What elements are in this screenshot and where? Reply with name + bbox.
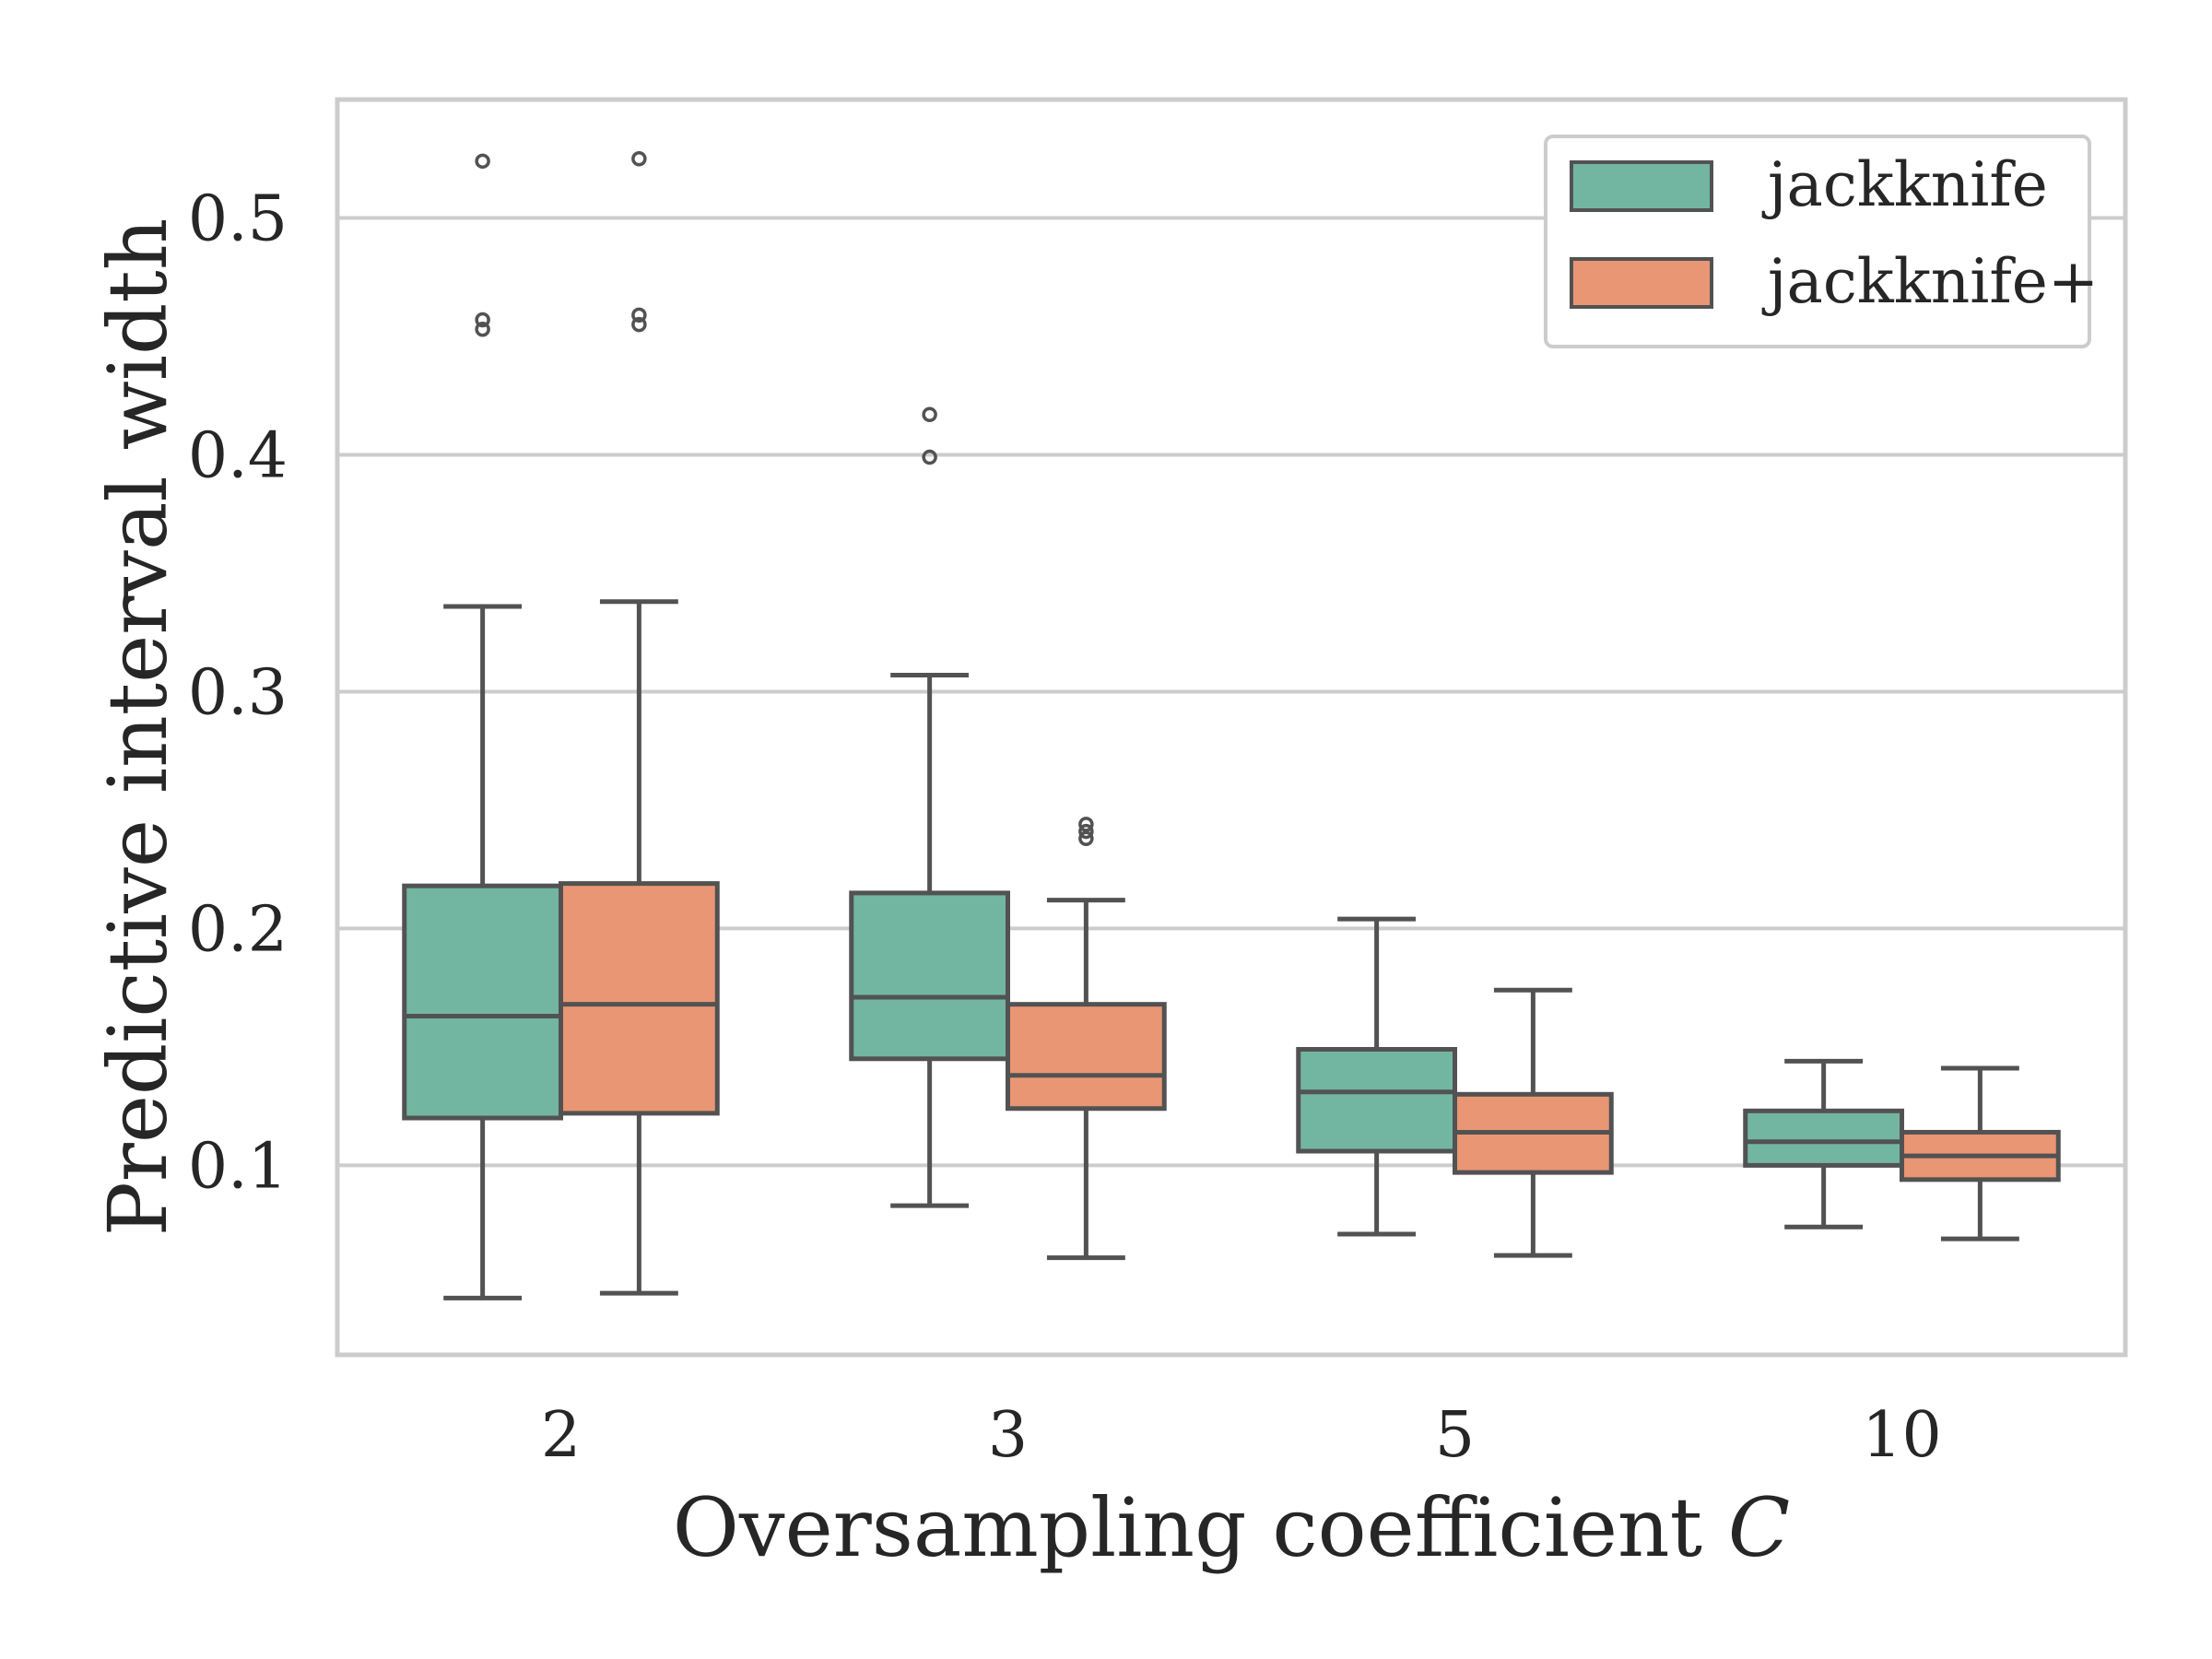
box-jackknife-3 <box>849 406 1010 1208</box>
x-tick-label-5: 5 <box>1435 1399 1475 1472</box>
box-iqr <box>559 881 720 1116</box>
y-tick-label-0.4: 0.4 <box>188 419 288 492</box>
legend-label-jackknife-plus: jackknife+ <box>1761 246 2099 317</box>
legend-swatch-jackknife-plus <box>1570 257 1713 309</box>
x-tick-label-3: 3 <box>988 1399 1028 1472</box>
x-tick-labels: 2 3 5 10 <box>541 1399 1942 1472</box>
box-jackknife-plus-2 <box>559 150 720 1296</box>
outlier-point-1 <box>475 312 490 328</box>
x-tick-label-10: 10 <box>1862 1399 1942 1472</box>
box-jackknife-10 <box>1743 1058 1904 1230</box>
box-jackknife-2 <box>402 153 563 1300</box>
legend-label-jackknife: jackknife <box>1761 149 2048 220</box>
box-jackknife-plus-10 <box>1900 1065 2061 1241</box>
outlier-point-2 <box>631 150 647 167</box>
outlier-point-0 <box>1078 830 1094 847</box>
outlier-point-1 <box>1078 823 1094 840</box>
box-iqr <box>1296 1046 1457 1154</box>
x-tick-label-2: 2 <box>541 1399 581 1472</box>
outlier-point-1 <box>922 406 937 423</box>
box-iqr <box>849 890 1010 1062</box>
plot-frame <box>335 97 2128 1358</box>
box-jackknife-5 <box>1296 916 1457 1237</box>
box-jackknife-plus-5 <box>1453 987 1614 1258</box>
y-tick-label-0.3: 0.3 <box>188 656 288 729</box>
outlier-point-0 <box>631 316 647 333</box>
x-axis-label-text: Oversampling coefficient <box>673 1480 1728 1575</box>
box-iqr <box>402 883 563 1121</box>
outlier-point-0 <box>475 322 490 337</box>
outlier-point-2 <box>1078 817 1094 832</box>
y-tick-labels: 0.1 0.2 0.3 0.4 0.5 <box>188 182 288 1203</box>
y-tick-label-0.1: 0.1 <box>188 1130 288 1203</box>
outlier-point-0 <box>922 449 937 465</box>
box-jackknife-plus-3 <box>1006 817 1167 1261</box>
x-axis-label-variable: C <box>1728 1480 1790 1575</box>
legend: jackknife jackknife+ <box>1544 135 2099 348</box>
legend-swatch-jackknife <box>1570 160 1713 212</box>
y-tick-label-0.2: 0.2 <box>188 893 288 966</box>
box-iqr <box>1006 1002 1167 1112</box>
y-tick-label-0.5: 0.5 <box>188 182 288 255</box>
outlier-point-1 <box>631 307 647 324</box>
x-axis-label: Oversampling coefficient C <box>673 1480 1791 1575</box>
y-axis-label: Predictive interval width <box>90 218 185 1237</box>
outlier-point-2 <box>475 153 490 170</box>
box-groups <box>402 150 2061 1300</box>
box-iqr <box>1743 1108 1904 1168</box>
